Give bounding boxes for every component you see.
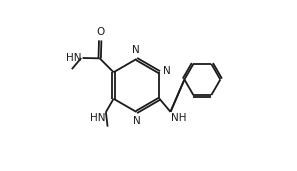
Text: O: O (96, 28, 104, 37)
Text: N: N (133, 116, 141, 126)
Text: NH: NH (171, 113, 187, 123)
Text: N: N (163, 66, 171, 76)
Text: HN: HN (89, 113, 105, 123)
Text: HN: HN (67, 53, 82, 63)
Text: N: N (132, 45, 140, 55)
